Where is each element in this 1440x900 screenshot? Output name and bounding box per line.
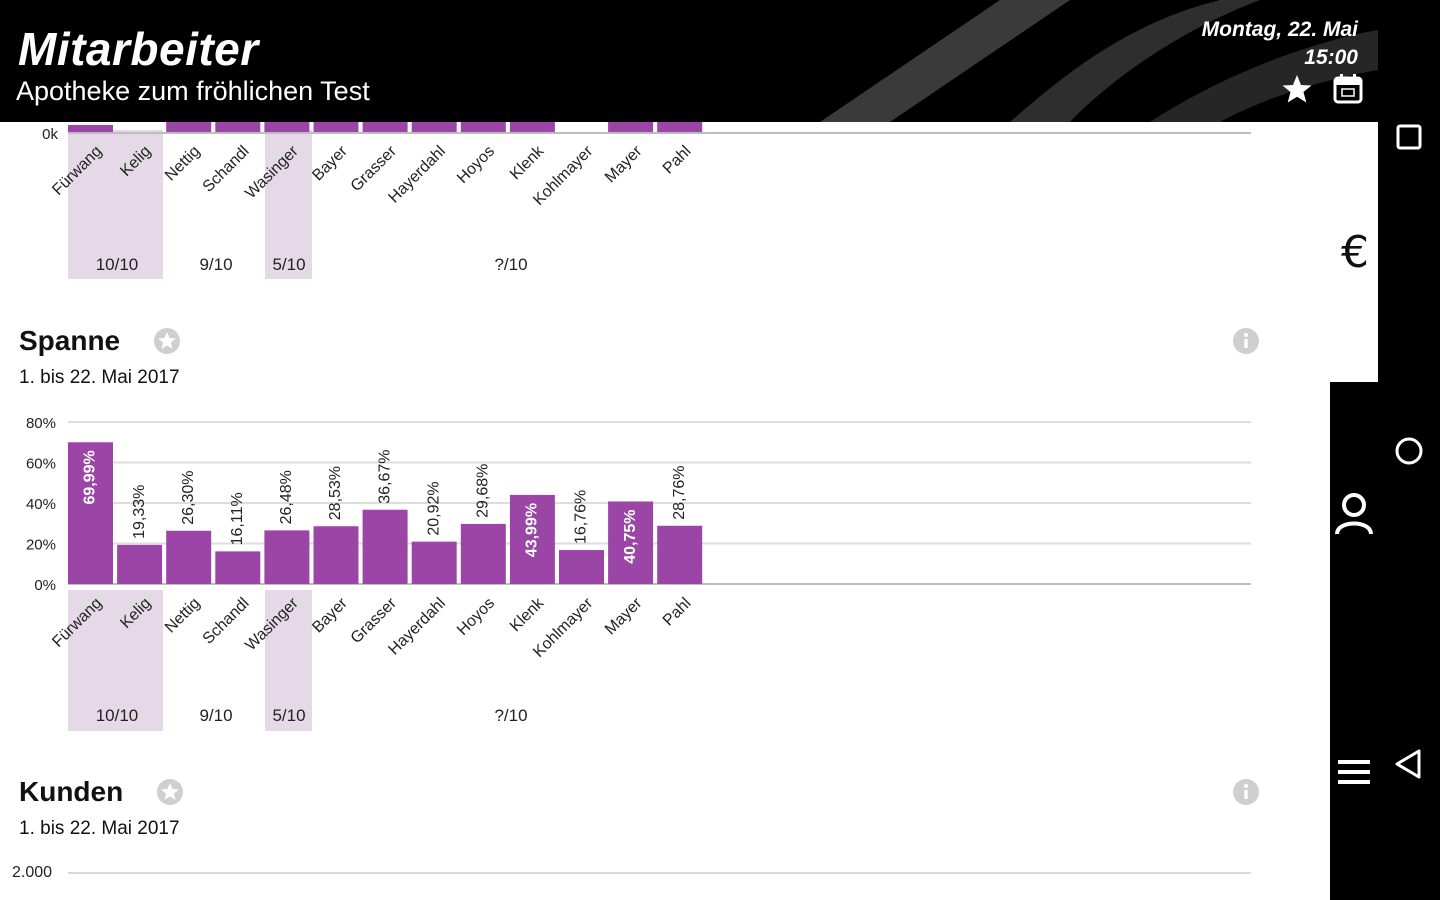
bar	[313, 526, 359, 584]
bar	[166, 530, 212, 584]
group-label: 5/10	[272, 255, 305, 274]
bar	[68, 442, 113, 584]
category-label: Pahl	[660, 143, 695, 178]
category-label: Pahl	[660, 595, 695, 630]
category-label: Mayer	[602, 594, 646, 638]
back-icon[interactable]	[1388, 743, 1430, 785]
category-label: Mayer	[602, 142, 646, 186]
group-label: 10/10	[96, 706, 139, 725]
bar-value-label: 40,75%	[622, 509, 639, 563]
bar	[657, 525, 703, 584]
bar-value-label: 28,76%	[671, 465, 688, 519]
menu-icon[interactable]	[1334, 752, 1374, 792]
header-time: 15:00	[1304, 46, 1358, 69]
home-icon[interactable]	[1388, 430, 1430, 472]
bar-value-label: 28,53%	[327, 466, 344, 520]
star-icon[interactable]	[1281, 73, 1313, 105]
side-panel-bottom	[1330, 382, 1378, 900]
section-range-kunden: 1. bis 22. Mai 2017	[19, 818, 180, 839]
header-decoration	[820, 0, 1378, 122]
group-label: 10/10	[96, 255, 139, 274]
group-band	[265, 590, 312, 731]
bar-value-label: 43,99%	[524, 503, 541, 557]
bar-value-label: 16,76%	[573, 490, 590, 544]
pharmacy-name: Apotheke zum fröhlichen Test	[16, 76, 370, 106]
bar	[215, 551, 261, 584]
bar	[559, 550, 604, 584]
bar-value-label: 16,11%	[229, 492, 246, 545]
info-icon[interactable]	[1232, 778, 1260, 806]
bar	[460, 523, 506, 584]
user-icon[interactable]	[1334, 492, 1374, 536]
y-tick-label: 60%	[26, 456, 56, 473]
category-label: Klenk	[507, 142, 548, 183]
category-label: Bayer	[309, 142, 351, 184]
calendar-icon[interactable]	[1332, 73, 1364, 105]
group-label: 9/10	[199, 255, 232, 274]
bar	[264, 530, 310, 584]
bar-value-label: 69,99%	[82, 450, 99, 504]
category-label: Hoyos	[454, 595, 498, 639]
group-label: 9/10	[199, 706, 232, 725]
bar-value-label: 26,30%	[180, 470, 197, 524]
group-band	[68, 590, 163, 731]
category-label: Klenk	[507, 594, 548, 635]
system-nav-bar	[1378, 0, 1440, 900]
category-label: Bayer	[309, 594, 351, 636]
app-title: Mitarbeiter	[18, 23, 259, 75]
y-tick-label: 0k	[42, 126, 58, 143]
bar-value-label: 26,48%	[278, 470, 295, 524]
bar	[117, 544, 163, 584]
bar-value-label: 36,67%	[376, 449, 393, 503]
side-panel-top	[1330, 122, 1378, 382]
section-title-kunden: Kunden	[19, 776, 124, 807]
group-band	[265, 130, 312, 279]
section-title-spanne: Spanne	[19, 325, 121, 356]
category-label: Hoyos	[454, 143, 498, 187]
bar-value-label: 20,92%	[425, 481, 442, 535]
favorite-star-icon[interactable]	[152, 326, 182, 356]
y-tick-label: 40%	[26, 496, 56, 513]
bar	[362, 509, 408, 584]
bar-value-label: 19,33%	[131, 485, 148, 539]
y-tick-label: 80%	[26, 415, 56, 432]
group-band	[68, 130, 163, 279]
y-tick-label: 20%	[26, 537, 56, 554]
group-label: ?/10	[494, 706, 527, 725]
group-label: 5/10	[272, 706, 305, 725]
info-icon[interactable]	[1232, 327, 1260, 355]
kunden-axis-label: 2.000	[12, 864, 53, 881]
spanne-chart: 80%60%40%20%0%69,99%Fürwang19,33%Kelig26…	[26, 415, 1251, 731]
header-date: Montag, 22. Mai	[1201, 18, 1358, 41]
bar	[411, 541, 457, 584]
bar	[509, 494, 555, 584]
kunden-gridline	[68, 872, 1251, 874]
main-content: 0k Fürwang Kelig Nettig Schandl Wasinger Bayer…	[12, 113, 1260, 881]
y-tick-label: 0%	[34, 577, 56, 594]
recent-apps-icon[interactable]	[1388, 116, 1430, 158]
group-label: ?/10	[494, 255, 527, 274]
category-label: Nettig	[162, 143, 204, 185]
favorite-star-icon[interactable]	[155, 777, 185, 807]
category-label: Nettig	[162, 595, 204, 637]
bar	[68, 125, 113, 133]
euro-button[interactable]: €	[1341, 227, 1369, 278]
section-range-spanne: 1. bis 22. Mai 2017	[19, 367, 180, 388]
app-header: Mitarbeiter Apotheke zum fröhlichen Test…	[0, 0, 1378, 122]
bar-value-label: 29,68%	[475, 464, 492, 518]
bar	[608, 501, 654, 584]
